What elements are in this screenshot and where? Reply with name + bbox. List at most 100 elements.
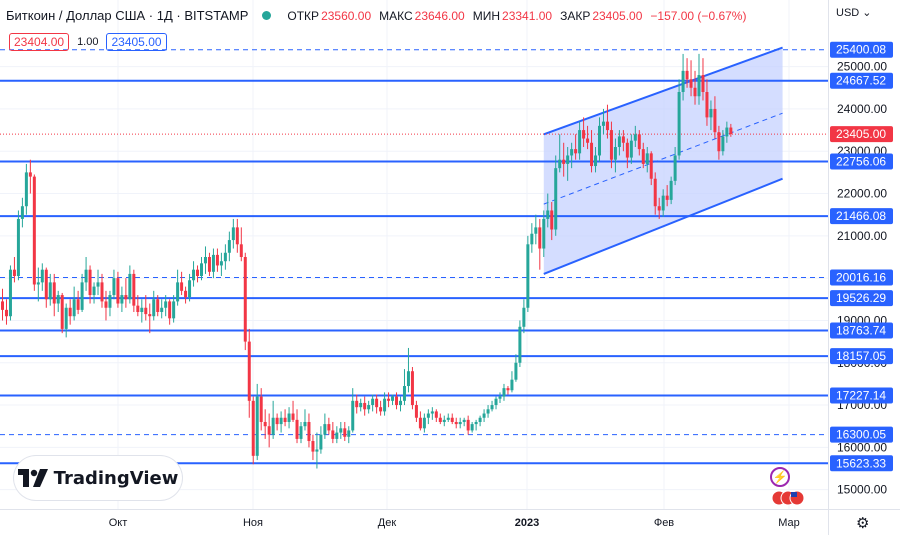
candle-body (486, 409, 490, 414)
candle (705, 79, 709, 126)
candle-body (80, 282, 84, 310)
candle (530, 223, 534, 253)
candle-body (36, 282, 40, 285)
candle (219, 252, 223, 277)
candle-body (359, 402, 363, 408)
candle (100, 273, 104, 308)
candle (590, 130, 594, 173)
candle-body (40, 269, 44, 283)
candle (546, 193, 550, 228)
candle-body (44, 269, 48, 300)
buy-price-button[interactable]: 23405.00 (106, 33, 167, 51)
candle (391, 394, 395, 406)
candle-body (88, 269, 92, 296)
candle (96, 269, 100, 296)
candle (669, 176, 673, 205)
candle-body (518, 326, 522, 363)
candle-body (470, 424, 474, 431)
candles (1, 53, 733, 469)
candle (395, 392, 399, 410)
candle-body (673, 155, 677, 181)
flash-icon[interactable]: ⚡ (770, 467, 790, 487)
candle (52, 273, 56, 317)
candle-body (267, 426, 271, 435)
candle (1, 288, 4, 321)
candle-body (144, 307, 148, 315)
candle (649, 151, 653, 186)
level-badge-bg (830, 153, 893, 170)
candle-body (458, 421, 462, 425)
candle-body (303, 421, 307, 427)
candle-body (474, 421, 478, 425)
tradingview-logo[interactable]: TradingView (14, 456, 182, 500)
y-tick-label: 15000.00 (837, 483, 887, 497)
candle (84, 256, 88, 291)
candle-body (609, 130, 613, 160)
currency-selector[interactable]: USD ⌄ (836, 6, 872, 19)
candle (203, 246, 207, 274)
candle-body (259, 396, 263, 422)
level-badge: 24667.52 (836, 74, 886, 88)
candle (637, 130, 641, 156)
candle (518, 320, 522, 367)
candle (478, 415, 482, 427)
x-tick-label: 2023 (515, 517, 539, 529)
channel-lower-line (543, 177, 783, 275)
level-badge: 15623.33 (836, 456, 886, 470)
candle-body (295, 419, 299, 439)
candle (418, 411, 422, 431)
us-flag-icon[interactable] (771, 490, 805, 506)
candle (586, 125, 590, 150)
candle (406, 347, 410, 393)
candle-body (104, 301, 108, 308)
candle (331, 421, 335, 444)
candle-body (550, 210, 554, 230)
candle (482, 409, 486, 422)
settings-gear-icon[interactable]: ⚙ (856, 515, 870, 532)
candle-body (534, 227, 538, 234)
level-badge-bg (830, 290, 893, 307)
candle-body (231, 227, 235, 241)
candle-body (196, 269, 200, 277)
candle-body (215, 254, 219, 266)
candle (299, 421, 303, 444)
candle (558, 134, 562, 173)
candle (717, 125, 721, 160)
candle (319, 426, 323, 454)
candle-body (339, 428, 343, 433)
candle-body (601, 121, 605, 126)
candle (713, 96, 717, 139)
candle-body (395, 396, 399, 406)
candle (60, 292, 64, 334)
candle-body (645, 153, 649, 164)
candle (490, 400, 494, 412)
candle (693, 70, 697, 105)
candle (438, 413, 442, 425)
candle-body (116, 278, 120, 304)
candle-body (422, 417, 426, 429)
candle (514, 354, 518, 382)
candle (645, 147, 649, 173)
chevron-down-icon: ⌄ (862, 7, 872, 19)
symbol-title[interactable]: Биткоин / Доллар США · 1Д · BITSTAMP (6, 8, 249, 23)
candle-body (621, 136, 625, 143)
candle (343, 421, 347, 442)
candle (474, 419, 478, 431)
close-label: ЗАКР (560, 8, 591, 23)
candle-body (335, 432, 339, 439)
candle-body (180, 282, 184, 291)
candle (426, 409, 430, 425)
candle (629, 134, 633, 164)
candle (156, 295, 160, 317)
candle-body (462, 419, 466, 422)
candle-body (363, 402, 367, 410)
sell-price-button[interactable]: 23404.00 (9, 33, 70, 51)
candle-body (16, 218, 20, 277)
candle (188, 273, 192, 302)
candle (116, 271, 120, 308)
level-badge: 20016.16 (836, 270, 886, 284)
candle (279, 411, 283, 433)
candle-body (223, 252, 227, 262)
candle-body (637, 134, 641, 150)
